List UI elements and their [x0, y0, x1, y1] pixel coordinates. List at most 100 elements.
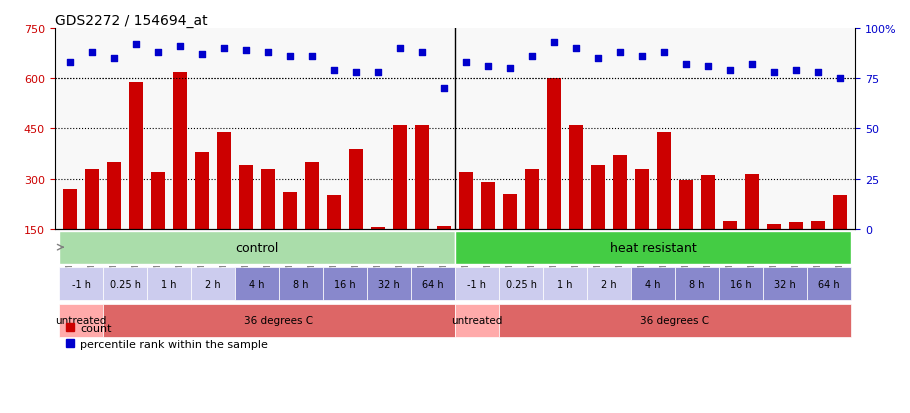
Bar: [306, 163, 318, 280]
Point: [833, 76, 847, 82]
Text: 1 h: 1 h: [161, 279, 177, 289]
Point: [723, 68, 737, 74]
Point: [634, 54, 649, 60]
Point: [128, 42, 143, 48]
FancyBboxPatch shape: [543, 268, 587, 300]
FancyBboxPatch shape: [59, 268, 103, 300]
Bar: [812, 221, 824, 280]
Text: 2 h: 2 h: [602, 279, 617, 289]
Point: [85, 50, 99, 56]
Point: [459, 59, 473, 66]
Point: [217, 46, 231, 52]
Point: [349, 70, 363, 76]
FancyBboxPatch shape: [675, 268, 719, 300]
Point: [679, 62, 693, 68]
Point: [370, 70, 385, 76]
FancyBboxPatch shape: [455, 231, 851, 264]
FancyBboxPatch shape: [103, 268, 147, 300]
Bar: [767, 224, 781, 280]
Bar: [702, 176, 714, 280]
Point: [767, 70, 782, 76]
Text: 64 h: 64 h: [818, 279, 840, 289]
FancyBboxPatch shape: [191, 268, 235, 300]
Point: [327, 68, 341, 74]
Point: [612, 50, 627, 56]
Point: [525, 54, 540, 60]
Bar: [86, 169, 98, 280]
FancyBboxPatch shape: [279, 268, 323, 300]
Bar: [196, 152, 208, 280]
FancyBboxPatch shape: [763, 268, 807, 300]
Text: 1 h: 1 h: [557, 279, 572, 289]
Bar: [415, 126, 429, 280]
Text: 64 h: 64 h: [422, 279, 444, 289]
Bar: [789, 223, 803, 280]
Bar: [503, 194, 517, 280]
Point: [261, 50, 276, 56]
Text: -1 h: -1 h: [468, 279, 487, 289]
Bar: [151, 173, 165, 280]
Point: [569, 46, 583, 52]
Bar: [570, 126, 582, 280]
Point: [547, 40, 561, 46]
Bar: [592, 166, 604, 280]
Text: 8 h: 8 h: [293, 279, 308, 289]
FancyBboxPatch shape: [235, 268, 279, 300]
Point: [195, 52, 209, 58]
FancyBboxPatch shape: [455, 268, 499, 300]
Bar: [349, 149, 362, 280]
Text: 32 h: 32 h: [379, 279, 399, 289]
Bar: [283, 192, 297, 280]
Point: [789, 68, 804, 74]
Text: 36 degrees C: 36 degrees C: [641, 316, 710, 325]
FancyBboxPatch shape: [631, 268, 675, 300]
Bar: [657, 133, 671, 280]
FancyBboxPatch shape: [59, 304, 103, 337]
Bar: [548, 79, 561, 280]
Point: [415, 50, 430, 56]
FancyBboxPatch shape: [587, 268, 631, 300]
Text: 4 h: 4 h: [249, 279, 265, 289]
Text: 2 h: 2 h: [205, 279, 221, 289]
Bar: [723, 221, 736, 280]
Point: [63, 59, 77, 66]
Point: [305, 54, 319, 60]
Point: [151, 50, 166, 56]
Point: [393, 46, 408, 52]
Point: [283, 54, 298, 60]
Point: [173, 44, 187, 50]
Bar: [613, 156, 627, 280]
FancyBboxPatch shape: [103, 304, 455, 337]
Bar: [834, 196, 846, 280]
Bar: [635, 169, 649, 280]
Bar: [481, 183, 495, 280]
Text: 0.25 h: 0.25 h: [505, 279, 537, 289]
Bar: [261, 169, 275, 280]
Text: 8 h: 8 h: [689, 279, 704, 289]
Bar: [129, 82, 143, 280]
Point: [437, 86, 451, 93]
FancyBboxPatch shape: [499, 268, 543, 300]
Text: 36 degrees C: 36 degrees C: [245, 316, 314, 325]
Bar: [525, 169, 539, 280]
Text: untreated: untreated: [451, 316, 502, 325]
Bar: [239, 166, 253, 280]
Bar: [438, 226, 450, 280]
Bar: [745, 174, 759, 280]
Point: [701, 64, 715, 70]
Text: 0.25 h: 0.25 h: [109, 279, 140, 289]
Bar: [64, 189, 76, 280]
Bar: [107, 163, 121, 280]
Bar: [460, 173, 472, 280]
Bar: [393, 126, 407, 280]
Point: [106, 56, 121, 62]
Text: -1 h: -1 h: [72, 279, 90, 289]
Text: heat resistant: heat resistant: [610, 241, 696, 254]
FancyBboxPatch shape: [411, 268, 455, 300]
Text: 4 h: 4 h: [645, 279, 661, 289]
Point: [657, 50, 672, 56]
Point: [502, 66, 517, 72]
Text: control: control: [236, 241, 278, 254]
Bar: [328, 196, 340, 280]
Point: [744, 62, 759, 68]
